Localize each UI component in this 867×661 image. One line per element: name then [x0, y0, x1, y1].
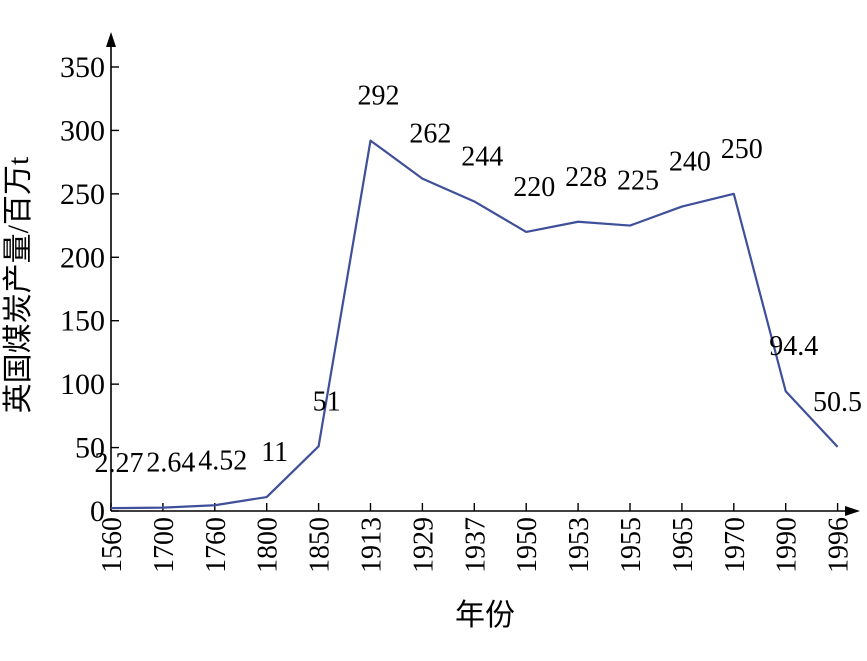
data-label: 240 — [669, 147, 711, 178]
x-tick-label: 1850 — [305, 517, 336, 573]
data-label: 4.52 — [198, 445, 247, 476]
x-tick-label: 1996 — [824, 517, 855, 573]
y-axis-arrow — [106, 32, 116, 47]
y-tick-label: 50 — [75, 432, 105, 465]
data-label: 262 — [409, 119, 451, 150]
x-tick-label: 1700 — [149, 517, 180, 573]
x-tick-label: 1800 — [253, 517, 284, 573]
x-tick-label: 1760 — [201, 517, 232, 573]
series-line — [110, 139, 839, 510]
x-tick-label: 1953 — [564, 517, 595, 573]
y-axis-title: 英国煤炭产量/百万t — [2, 156, 35, 413]
y-tick-label: 100 — [60, 368, 105, 401]
x-tick-label: 1913 — [357, 517, 388, 573]
axes — [106, 32, 860, 516]
y-tick-label: 150 — [60, 305, 105, 338]
data-label: 292 — [358, 81, 400, 112]
data-label: 250 — [721, 134, 763, 165]
x-tick-label: 1955 — [616, 517, 647, 573]
x-ticks: 1560 1700 1760 1800 1850 1913 1929 1937 1950 1953… — [97, 503, 855, 573]
x-tick-label: 1560 — [97, 517, 128, 573]
y-tick-label: 350 — [60, 51, 105, 84]
data-label: 50.5 — [813, 387, 862, 418]
x-tick-label: 1965 — [668, 517, 699, 573]
y-tick-label: 200 — [60, 241, 105, 274]
y-tick-label: 300 — [60, 114, 105, 147]
x-tick-label: 1990 — [772, 517, 803, 573]
x-tick-label: 1937 — [460, 517, 491, 573]
y-tick-label: 250 — [60, 178, 105, 211]
y-tick-label: 0 — [90, 495, 105, 528]
data-label: 11 — [261, 437, 288, 468]
data-label: 2.64 — [146, 448, 195, 479]
x-axis-arrow — [845, 506, 860, 516]
data-label: 51 — [313, 386, 341, 417]
x-tick-label: 1950 — [512, 517, 543, 573]
data-label: 220 — [513, 172, 555, 203]
y-ticks: 0 50 100 150 200 250 300 350 — [60, 51, 119, 528]
data-label: 94.4 — [769, 331, 818, 362]
x-tick-label: 1970 — [720, 517, 751, 573]
data-label: 228 — [565, 162, 607, 193]
data-label: 2.27 — [95, 448, 144, 479]
x-tick-label: 1929 — [408, 517, 439, 573]
data-labels: 2.27 2.64 4.52 11 51 292 262 244 220 228 225 240 250… — [95, 81, 863, 480]
data-label: 225 — [617, 166, 659, 197]
data-label: 244 — [461, 141, 503, 172]
x-axis-title: 年份 — [455, 599, 515, 632]
